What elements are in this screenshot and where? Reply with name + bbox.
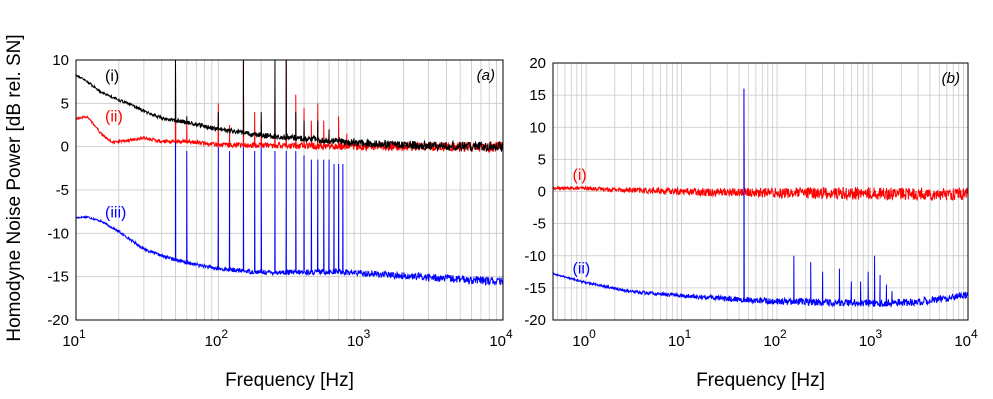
x-tick-label: 101 <box>668 327 692 350</box>
series-label-1: (ii) <box>105 109 123 126</box>
series-line-b-0 <box>553 88 968 202</box>
y-tick-label: -10 <box>524 248 546 265</box>
x-axis-label: Frequency [Hz] <box>696 370 825 391</box>
x-tick-label: 100 <box>572 327 596 350</box>
series-label-2: (i) <box>105 68 119 85</box>
x-tick-label: 102 <box>763 327 787 350</box>
y-tick-label: 20 <box>529 55 546 72</box>
x-tick-label: 104 <box>954 327 978 350</box>
series-line-a-0 <box>76 60 503 286</box>
series-label-0: (iii) <box>105 205 126 222</box>
series-label-0: (i) <box>572 167 586 184</box>
panel-tag: (b) <box>942 70 960 87</box>
x-axis-label: Frequency [Hz] <box>225 370 354 391</box>
series-line-a-2 <box>76 60 503 153</box>
panel-b: (i) (ii) -20 -15 -10 -5 0 5 10 15 20 100 101 102 103 10… <box>524 55 978 391</box>
x-tick-label: 102 <box>205 327 229 350</box>
y-tick-label: 0 <box>538 184 546 201</box>
y-tick-label: -10 <box>47 225 69 242</box>
x-tick-label: 103 <box>347 327 371 350</box>
y-tick-label: -20 <box>524 312 546 329</box>
y-axis-label: Homodyne Noise Power [dB rel. SN] <box>4 34 25 341</box>
y-tick-label: 5 <box>61 95 69 112</box>
series-line-b-1 <box>553 88 968 308</box>
y-tick-label: 5 <box>538 151 546 168</box>
y-tick-label: 10 <box>529 119 546 136</box>
y-tick-label: -5 <box>56 182 69 199</box>
series-label-1: (ii) <box>572 261 590 278</box>
series-group <box>76 60 503 286</box>
y-tick-label: 15 <box>529 87 546 104</box>
panel-tag: (a) <box>477 67 495 84</box>
x-tick-label: 101 <box>62 327 86 350</box>
y-tick-label: -15 <box>47 269 69 286</box>
plot-frame <box>75 59 504 321</box>
x-tick-label: 104 <box>489 327 513 350</box>
panel-a: (iii) (ii) (i) -20 -15 -10 -5 0 5 10 101 102 103 104 (… <box>47 52 513 391</box>
y-tick-label: 0 <box>61 139 69 156</box>
y-tick-label: -15 <box>524 280 546 297</box>
y-tick-label: 10 <box>52 52 69 69</box>
series-group <box>553 88 968 308</box>
y-tick-label: -5 <box>533 216 546 233</box>
plot-frame <box>552 62 969 321</box>
y-tick-label: -20 <box>47 312 69 329</box>
x-tick-label: 103 <box>859 327 883 350</box>
